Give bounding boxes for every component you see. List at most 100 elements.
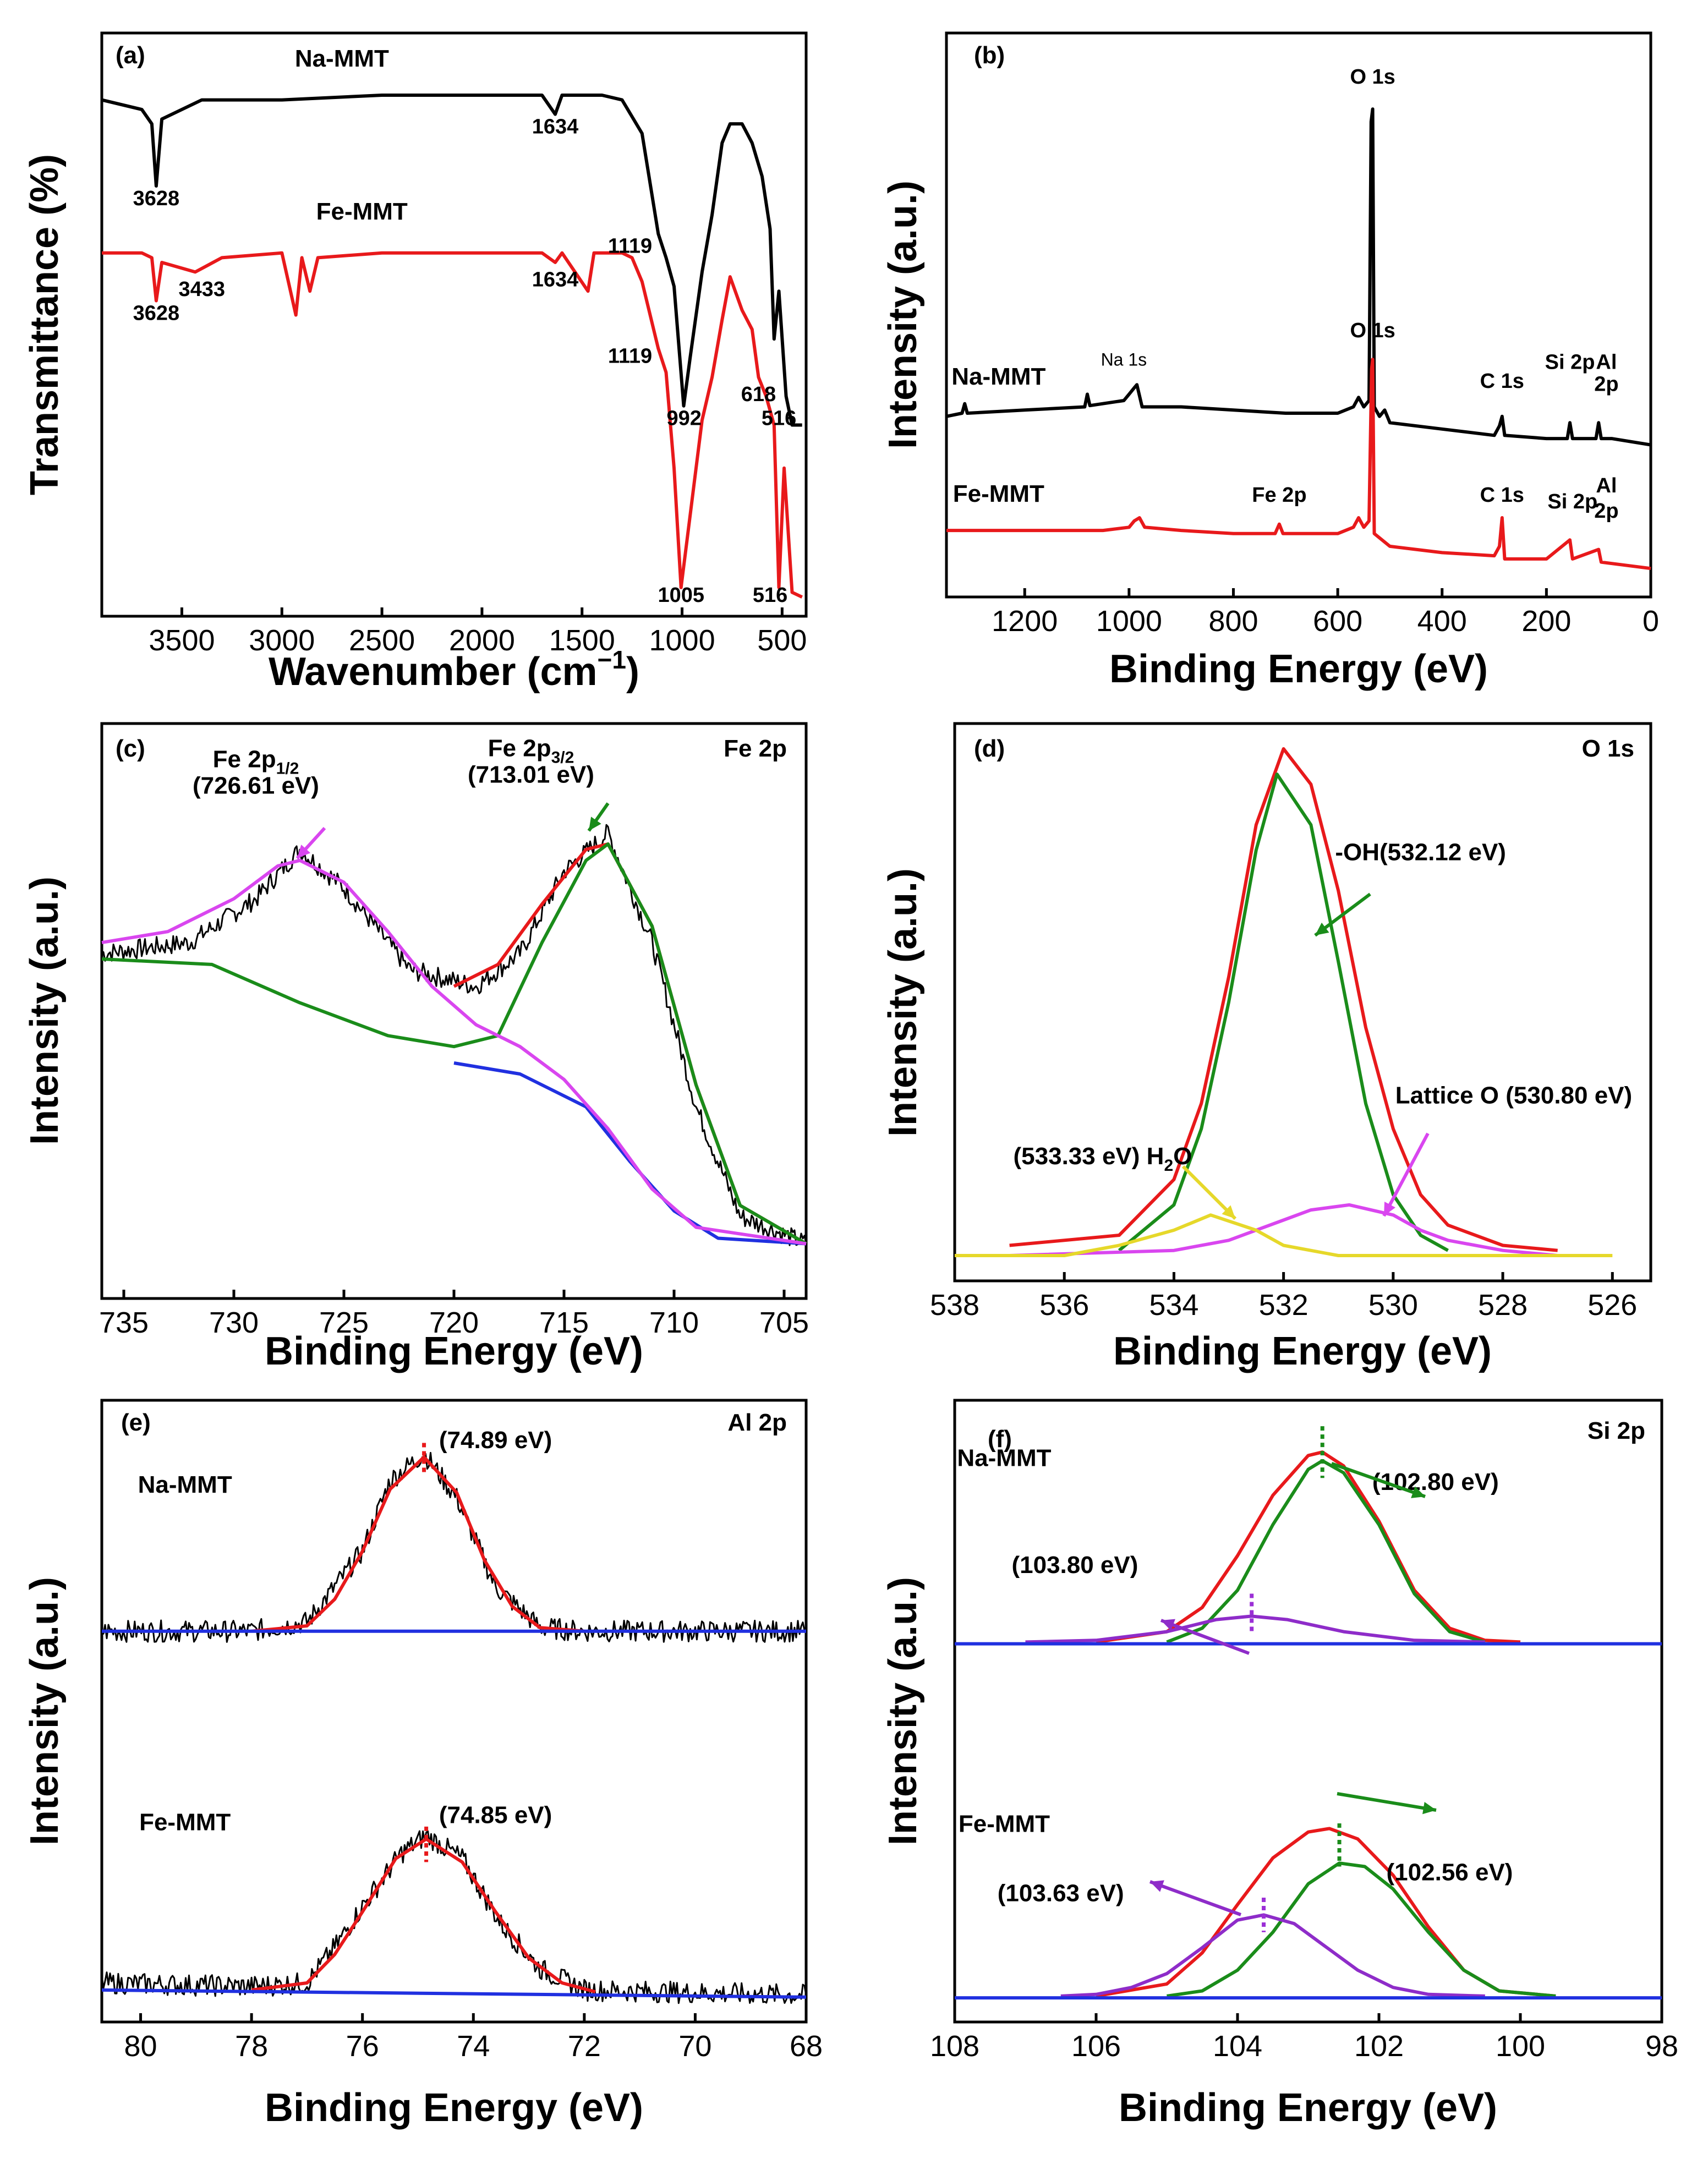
annotation-text: Na-MMT — [295, 45, 389, 72]
annotation-text: Si 2p — [1545, 350, 1595, 374]
annotation-text: 1119 — [608, 235, 652, 258]
annotation-label: -OH(532.12 eV) — [1335, 839, 1506, 866]
panel-d-xlabel: Binding Energy (eV) — [1113, 1329, 1492, 1373]
annotation-text: 1634 — [532, 115, 579, 138]
annotation-label: Na-MMT — [138, 1471, 232, 1498]
annotation-text: 3433 — [179, 278, 226, 301]
annotation-label: 3433 — [179, 278, 226, 301]
x-tick-label: 725 — [319, 1306, 369, 1339]
x-tick-label: 534 — [1149, 1289, 1198, 1322]
annotation-text: Fe-MMT — [953, 480, 1044, 507]
x-tick-label: 0 — [1643, 605, 1659, 638]
annotation-label: O 1s — [1350, 65, 1395, 89]
x-tick-label: 710 — [649, 1306, 699, 1339]
panel-c-xlabel: Binding Energy (eV) — [265, 1329, 643, 1373]
annotation-label: 1005 — [658, 584, 704, 607]
annotation-label: 3628 — [133, 187, 180, 210]
annotation-text: Al — [1596, 350, 1617, 374]
pointer-arrowhead — [1150, 1880, 1164, 1892]
annotation-text: Na-MMT — [957, 1444, 1051, 1471]
annotation-label: 1119 — [608, 235, 652, 258]
annotation-text: Fe-MMT — [139, 1809, 231, 1835]
panel-e-series — [101, 1443, 807, 2004]
x-tick-label: 500 — [757, 624, 807, 657]
series-lattice-o-component — [1009, 1203, 1558, 1257]
panel-c-xticks: 735 730 725 720 715 710 705 — [99, 1290, 809, 1339]
panel-b-frame — [945, 31, 1652, 599]
panel-f-label: (f) — [988, 1426, 1012, 1453]
panel-e-annotations: (74.89 eV) Na-MMT (74.85 eV) Fe-MMT — [138, 1427, 552, 1835]
annotation-label: C 1s — [1480, 484, 1524, 507]
x-tick-label: 735 — [99, 1306, 149, 1339]
x-tick-label: 730 — [209, 1306, 259, 1339]
panel-e-xticks: 80 78 76 74 72 70 68 — [124, 2013, 823, 2063]
panel-d-label: (d) — [974, 735, 1005, 762]
panel-b-xps-survey: (b) Intensity (a.u.) Binding Energy (eV)… — [881, 31, 1659, 691]
pointer-arrowhead — [1384, 1202, 1395, 1216]
x-tick-label: 720 — [429, 1306, 479, 1339]
annotation-label: (102.56 eV) — [1387, 1859, 1513, 1886]
annotation-label: Na-MMT — [295, 45, 389, 72]
x-tick-label: 400 — [1417, 605, 1467, 638]
panel-e-frame — [100, 1399, 808, 2024]
x-tick-label: 1000 — [649, 624, 715, 657]
x-tick-label: 538 — [930, 1289, 979, 1322]
annotation-label: 3628 — [133, 302, 180, 325]
x-tick-label: 76 — [346, 2030, 379, 2063]
annotation-text: 1119 — [608, 345, 652, 368]
x-tick-label: 1200 — [992, 605, 1058, 638]
x-tick-label: 200 — [1521, 605, 1571, 638]
panel-e-xlabel: Binding Energy (eV) — [265, 2086, 643, 2130]
pointer-arrowhead — [1222, 1205, 1235, 1219]
x-tick-label: 78 — [235, 2030, 268, 2063]
annotation-text: Lattice O (530.80 eV) — [1395, 1082, 1632, 1109]
panel-e-ylabel: Intensity (a.u.) — [23, 1577, 67, 1845]
x-tick-label: 1500 — [549, 624, 615, 657]
annotation-text: 1634 — [532, 268, 579, 291]
annotation-text: (102.80 eV) — [1372, 1468, 1499, 1495]
annotation-text: 992 — [666, 407, 701, 430]
x-tick-label: 108 — [930, 2030, 979, 2063]
panel-e-al2p: (e) Al 2p Intensity (a.u.) Binding Energ… — [23, 1399, 823, 2130]
panel-c-fe2p: (c) Fe 2p Intensity (a.u.) Binding Energ… — [23, 722, 809, 1373]
annotation-label: 2p — [1594, 373, 1618, 396]
annotation-text: C 1s — [1480, 370, 1524, 393]
pointer-arrow — [1331, 1462, 1426, 1498]
annotation-text: (102.56 eV) — [1387, 1859, 1513, 1886]
panel-b-series — [946, 107, 1651, 571]
x-tick-label: 536 — [1039, 1289, 1089, 1322]
annotation-text: (103.63 eV) — [998, 1879, 1124, 1906]
annotation-label: 516 — [753, 584, 787, 607]
panel-f-si2p: (f) Si 2p Intensity (a.u.) Binding Energ… — [881, 1399, 1678, 2130]
x-tick-label: 72 — [568, 2030, 601, 2063]
x-tick-label: 70 — [678, 2030, 711, 2063]
annotation-label: 1634 — [532, 115, 579, 138]
panel-c-annotations: Fe 2p1/2(726.61 eV)Fe 2p3/2(713.01 eV) — [193, 735, 610, 860]
x-tick-label: 1000 — [1096, 605, 1162, 638]
panel-c-series — [101, 824, 807, 1246]
series-fe-2p1-2-component — [101, 858, 807, 1246]
panel-a-xlabel: Wavenumber (cm−1) — [269, 645, 639, 694]
panel-e-label: (e) — [121, 1409, 151, 1436]
pointer-arrowhead — [297, 845, 311, 858]
series-fe-mmt-raw — [101, 1830, 807, 2004]
annotation-text: 2p — [1594, 500, 1618, 523]
panel-a-ftir: (a) Transmittance (%) Wavenumber (cm−1) … — [23, 31, 808, 694]
annotation-sub: 2 — [1164, 1157, 1173, 1175]
annotation-text: Si 2p — [1547, 490, 1597, 513]
panel-d-series — [955, 747, 1613, 1257]
annotation-value: (713.01 eV) — [468, 761, 594, 788]
x-tick-label: 106 — [1071, 2030, 1121, 2063]
x-tick-label: 530 — [1368, 1289, 1418, 1322]
panel-d-ylabel: Intensity (a.u.) — [881, 868, 925, 1137]
annotation-label: Lattice O (530.80 eV) — [1395, 1082, 1632, 1109]
annotation-text: O 1s — [1350, 319, 1395, 342]
series-na-mmt — [946, 107, 1651, 447]
panel-d-corner-label: O 1s — [1582, 735, 1634, 762]
annotation-label: 618 — [741, 383, 776, 406]
panel-f-xticks: 108 106 104 102 100 98 — [930, 2013, 1678, 2063]
panel-f-annotations: (102.80 eV) Na-MMT (103.80 eV) (102.56 eV) F… — [957, 1444, 1513, 1916]
series-fe-mmt-background — [101, 1988, 807, 1999]
panel-b-ylabel: Intensity (a.u.) — [881, 180, 925, 449]
